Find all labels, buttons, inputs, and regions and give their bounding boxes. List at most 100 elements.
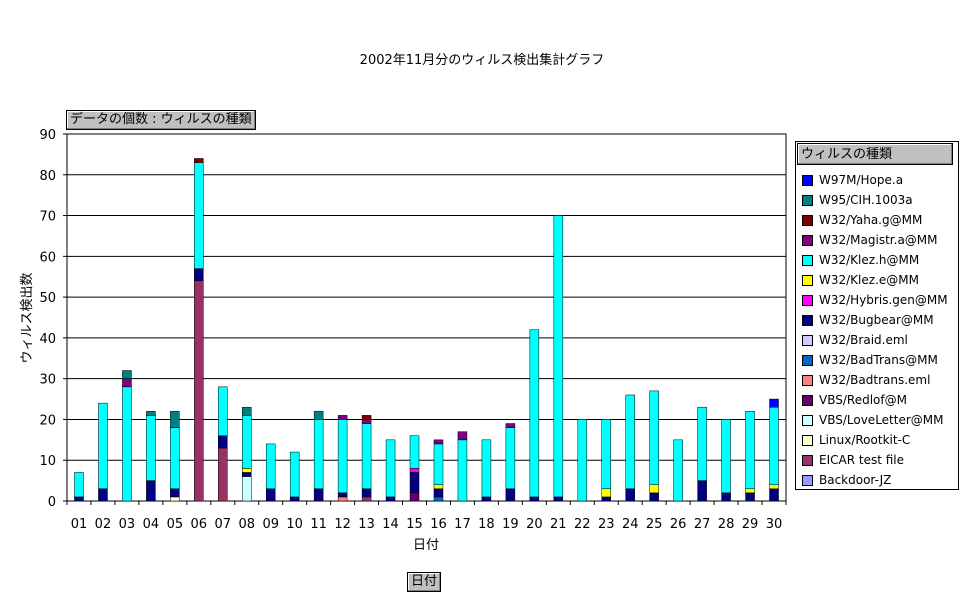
bar-segment: [122, 378, 132, 388]
legend-item[interactable]: VBS/LoveLetter@MM: [802, 410, 948, 430]
bar-segment: [74, 472, 84, 498]
bar-segment: [170, 411, 180, 428]
legend-title[interactable]: ウィルスの種類: [797, 143, 953, 165]
legend-item[interactable]: Backdoor-JZ: [802, 470, 948, 490]
plot-area: [66, 133, 787, 502]
bar-segment: [98, 488, 108, 502]
x-tick-label: 13: [358, 517, 375, 532]
legend-item[interactable]: VBS/Redlof@M: [802, 390, 948, 410]
bar-segment: [194, 158, 204, 163]
bar-segment: [409, 472, 420, 494]
bar-segment: [146, 415, 156, 481]
legend-item[interactable]: W97M/Hope.a: [802, 170, 948, 190]
x-tick-label: 04: [143, 517, 160, 532]
bar-segment: [481, 496, 492, 502]
legend-label: W32/Magistr.a@MM: [819, 233, 938, 247]
legend-item[interactable]: W32/Magistr.a@MM: [802, 230, 948, 250]
legend-swatch: [802, 194, 813, 206]
bar-segment: [361, 488, 372, 498]
bar-segment: [457, 431, 468, 441]
legend-items: W97M/Hope.a W95/CIH.1003a W32/Yaha.g@MM W32…: [802, 170, 948, 490]
y-tick-label: 60: [39, 250, 56, 265]
bar-segment: [242, 468, 252, 473]
bar-segment: [673, 439, 683, 502]
bar-segment: [649, 492, 659, 502]
legend-item[interactable]: W32/Hybris.gen@MM: [802, 290, 948, 310]
x-tick-label: 10: [286, 517, 303, 532]
bar-segment: [601, 496, 611, 502]
legend-swatch: [802, 334, 813, 346]
bar-segment: [194, 268, 204, 282]
legend-swatch: [802, 474, 813, 486]
x-tick-label: 29: [742, 517, 759, 532]
legend-swatch: [802, 294, 813, 306]
x-tick-label: 09: [262, 517, 279, 532]
bar-segment: [337, 496, 348, 502]
legend-swatch: [802, 234, 813, 246]
bar-segment: [625, 394, 635, 490]
x-tick-label: 27: [694, 517, 711, 532]
axis-field-button[interactable]: 日付: [407, 572, 442, 592]
bar-segment: [433, 443, 444, 485]
bar-segment: [457, 439, 468, 502]
grid-lines: [67, 174, 786, 461]
legend-label: W32/Badtrans.eml: [819, 373, 931, 387]
bar-segment: [409, 492, 420, 502]
legend-item[interactable]: W32/BadTrans@MM: [802, 350, 948, 370]
legend-label: W32/Yaha.g@MM: [819, 213, 923, 227]
y-tick-label: 10: [39, 454, 56, 469]
bar-segment: [313, 419, 324, 490]
bar-segment: [529, 329, 540, 498]
bar-segment: [649, 390, 659, 485]
x-tick-label: 30: [766, 517, 783, 532]
bar-segment: [385, 496, 396, 502]
bar-segment: [361, 496, 372, 502]
legend-swatch: [802, 314, 813, 326]
bar-segment: [769, 398, 779, 408]
legend-item[interactable]: W32/Braid.eml: [802, 330, 948, 350]
bar-segment: [289, 496, 300, 502]
x-tick-label: 16: [430, 517, 447, 532]
bar-segment: [122, 386, 132, 502]
bar-segment: [745, 492, 755, 502]
x-tick-label: 20: [526, 517, 543, 532]
bar-segment: [242, 406, 252, 416]
x-tick-label: 03: [119, 517, 136, 532]
bar-segment: [170, 427, 180, 490]
y-tick-label: 50: [39, 291, 56, 306]
y-tick-label: 80: [39, 169, 56, 184]
bar-segment: [721, 492, 731, 502]
legend-item[interactable]: W95/CIH.1003a: [802, 190, 948, 210]
legend-label: W32/Bugbear@MM: [819, 313, 934, 327]
x-tick-label: 25: [646, 517, 663, 532]
bar-segment: [745, 488, 755, 494]
legend-label: VBS/Redlof@M: [819, 393, 907, 407]
bar-segment: [409, 468, 420, 473]
bar-segment: [433, 484, 444, 490]
bar-segment: [170, 488, 180, 498]
bar-segment: [625, 488, 635, 502]
bar-segment: [577, 419, 588, 502]
bar-segment: [769, 484, 779, 490]
legend-swatch: [802, 254, 813, 266]
bar-segment: [218, 435, 228, 449]
legend-item[interactable]: W32/Badtrans.eml: [802, 370, 948, 390]
legend-swatch: [802, 374, 813, 386]
legend-item[interactable]: W32/Bugbear@MM: [802, 310, 948, 330]
legend-swatch: [802, 394, 813, 406]
legend-swatch: [802, 414, 813, 426]
legend-item[interactable]: W32/Klez.h@MM: [802, 250, 948, 270]
bar-segment: [697, 406, 707, 481]
legend-label: W32/Hybris.gen@MM: [819, 293, 948, 307]
bar-segment: [481, 439, 492, 498]
legend-item[interactable]: EICAR test file: [802, 450, 948, 470]
legend-item[interactable]: W32/Klez.e@MM: [802, 270, 948, 290]
legend-label: Linux/Rootkit-C: [819, 433, 911, 447]
bar-segment: [385, 439, 396, 498]
bar-segment: [505, 488, 516, 502]
legend-item[interactable]: W32/Yaha.g@MM: [802, 210, 948, 230]
legend-item[interactable]: Linux/Rootkit-C: [802, 430, 948, 450]
data-field-button[interactable]: データの個数 : ウィルスの種類: [66, 110, 256, 130]
bar-segment: [122, 370, 132, 379]
bar-segment: [146, 411, 156, 416]
